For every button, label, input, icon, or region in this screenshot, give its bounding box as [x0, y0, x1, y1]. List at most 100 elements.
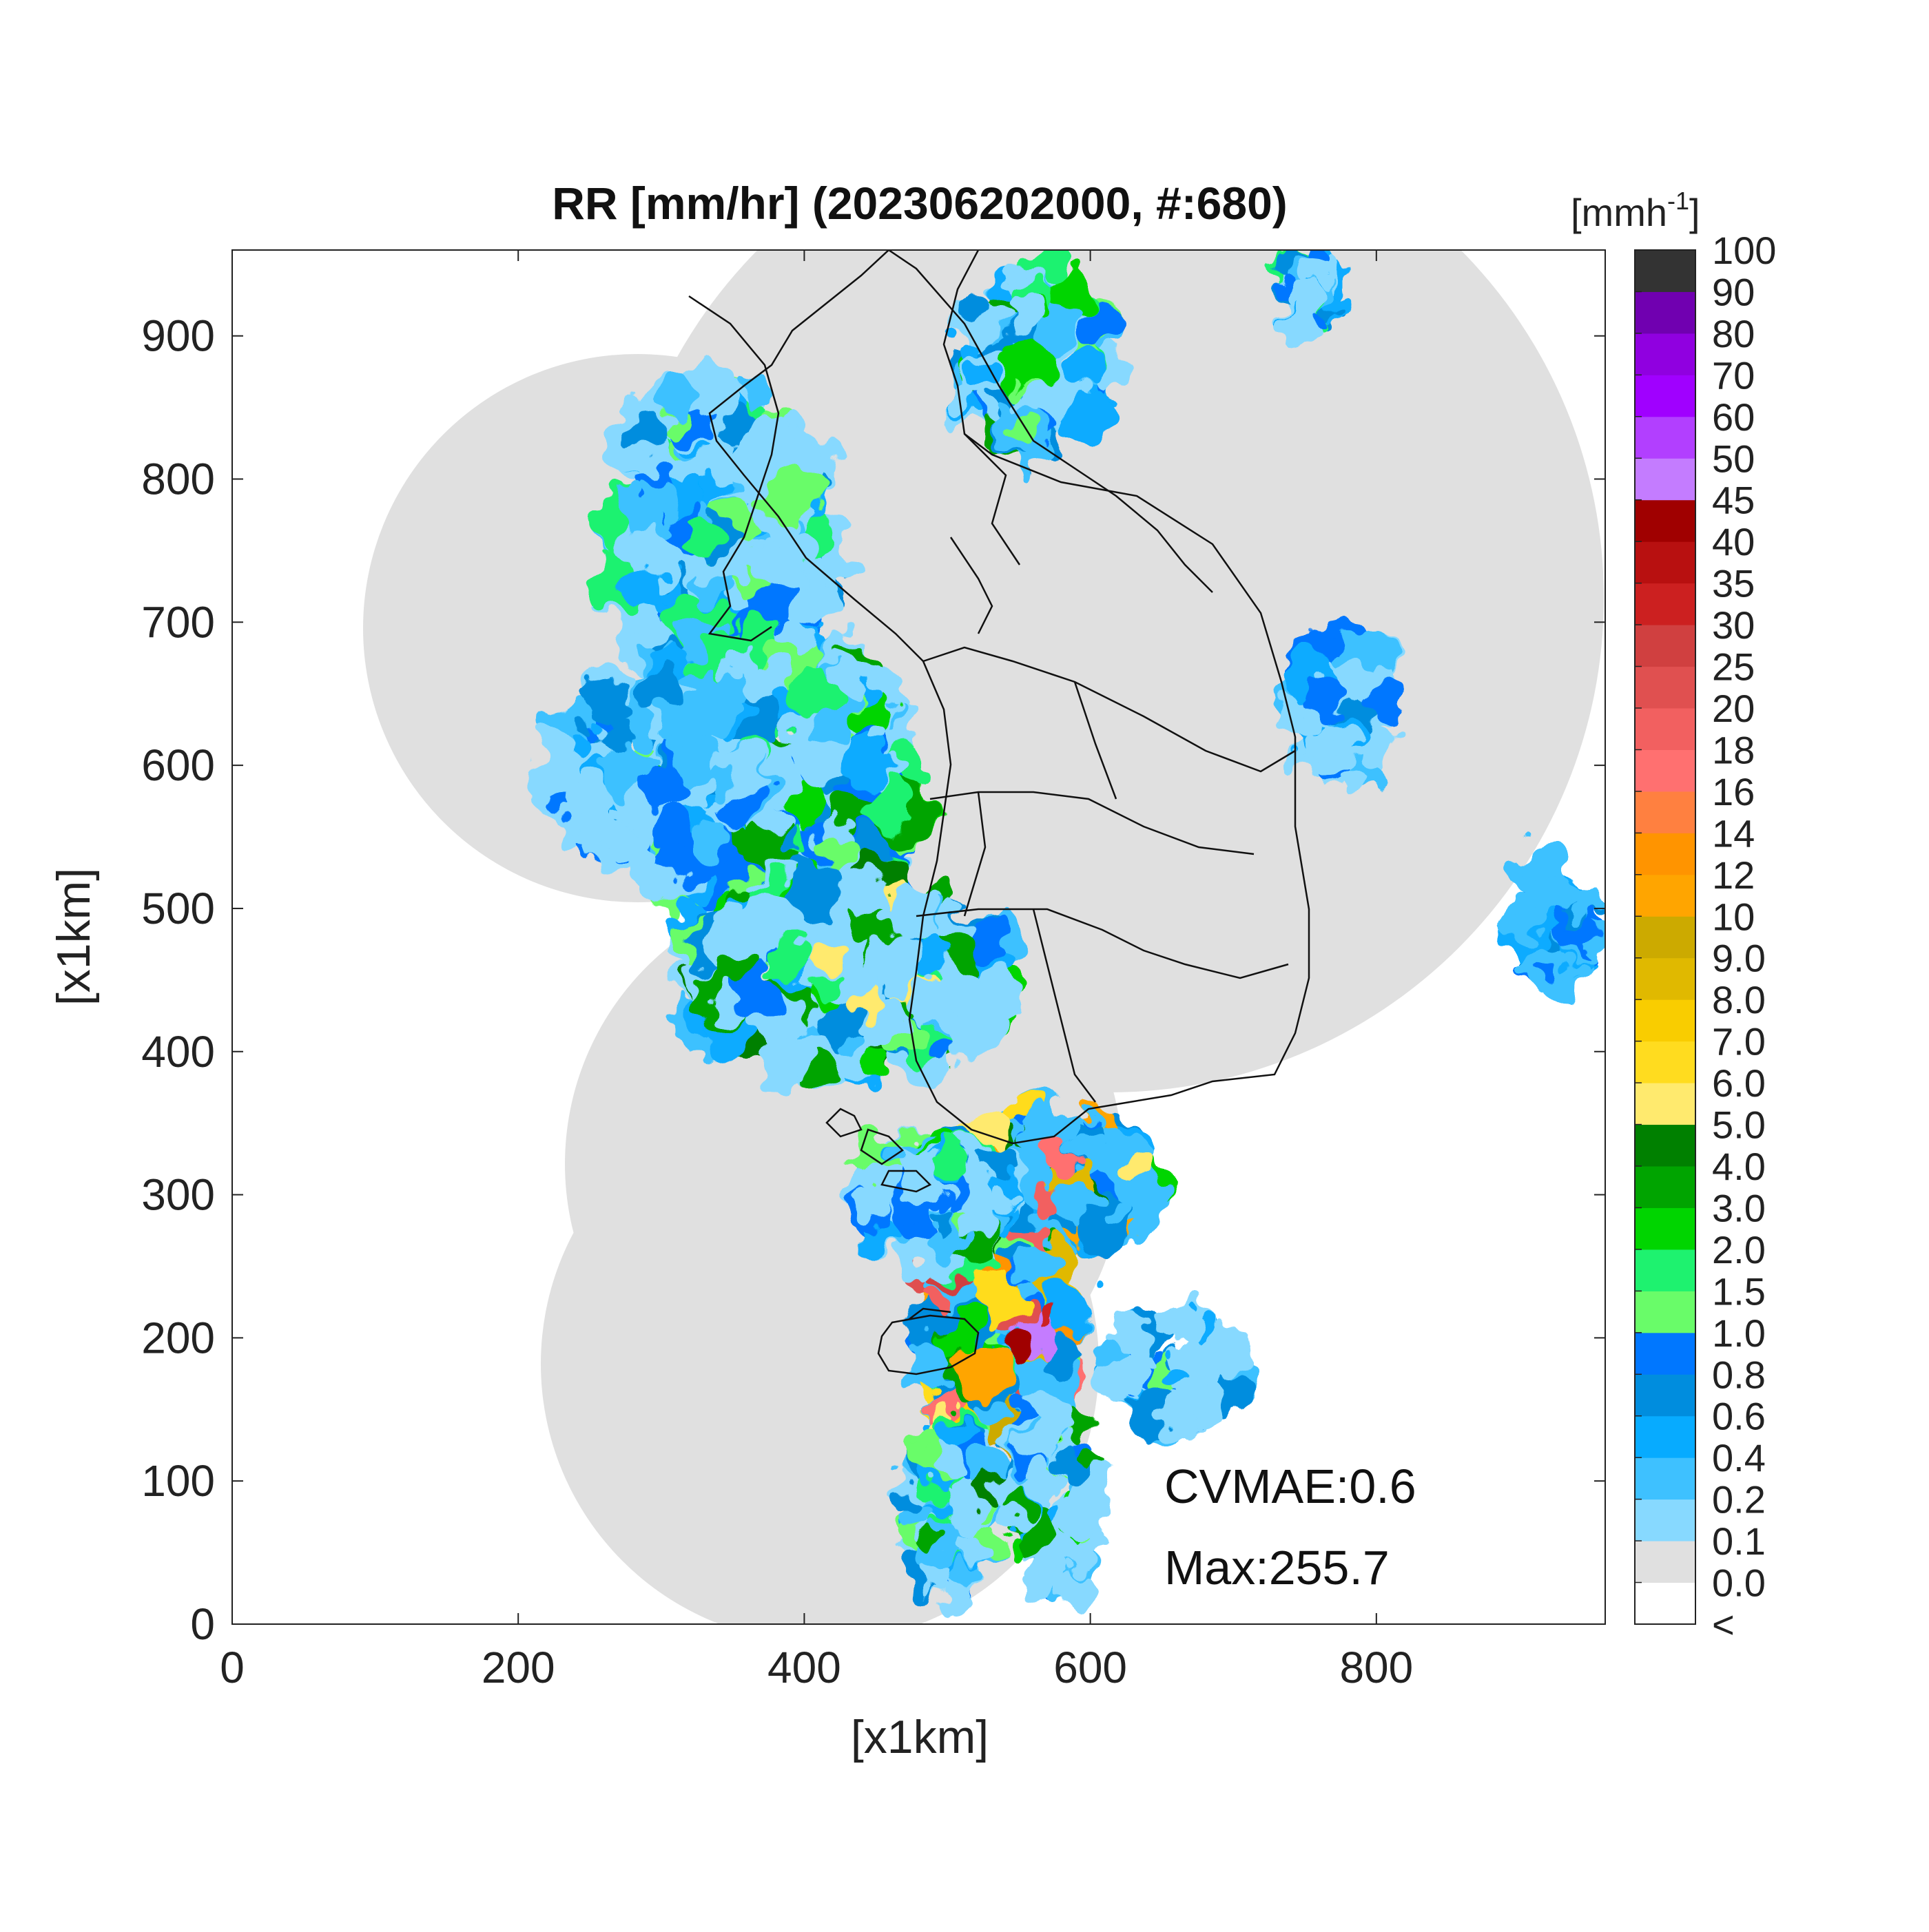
- rain-cell: [922, 967, 976, 1020]
- rain-cell: [914, 1530, 936, 1552]
- colorbar-label: 12: [1712, 853, 1755, 897]
- rain-cell: [1055, 1573, 1091, 1609]
- rain-cell: [911, 1440, 928, 1457]
- chart-title: RR [mm/hr] (202306202000, #:680): [552, 178, 1288, 229]
- colorbar-unit-base: [mmh: [1571, 191, 1667, 234]
- rain-cell: [740, 380, 767, 406]
- rain-cell: [835, 657, 876, 698]
- rain-cell: [979, 1405, 1002, 1428]
- colorbar-label: 16: [1712, 770, 1755, 813]
- colorbar-swatch: [1635, 499, 1695, 542]
- colorbar-swatch: [1635, 333, 1695, 375]
- rain-cell: [617, 489, 665, 537]
- rain-cell: [1341, 769, 1367, 795]
- rain-cell: [902, 1489, 922, 1509]
- colorbar-swatch: [1635, 375, 1695, 417]
- rain-cell: [650, 809, 693, 852]
- rain-cell: [686, 682, 739, 734]
- rain-cell: [1177, 1375, 1210, 1408]
- rain-cell: [1046, 1338, 1083, 1375]
- rain-cell: [943, 1498, 984, 1539]
- y-tick-label: 100: [141, 1456, 215, 1506]
- axes-border: [231, 249, 1606, 1625]
- rain-cell: [883, 885, 937, 939]
- colorbar-swatch: [1635, 1291, 1695, 1333]
- colorbar-swatch: [1635, 999, 1695, 1042]
- rain-core: [1035, 1300, 1060, 1325]
- colorbar-label: 60: [1712, 395, 1755, 439]
- rain-cell: [761, 515, 791, 544]
- rain-cell: [948, 1566, 973, 1591]
- colorbar-label: 0.6: [1712, 1395, 1766, 1438]
- rain-cell: [958, 292, 988, 322]
- y-tick-label: 600: [141, 740, 215, 790]
- rain-cell: [1002, 293, 1043, 335]
- colorbar-swatch: [1635, 1415, 1695, 1458]
- x-axis: 0 200 400 600 800: [220, 250, 1413, 1692]
- colorbar-label: 14: [1712, 811, 1755, 855]
- rain-cell: [643, 765, 688, 811]
- rain-cell: [716, 953, 753, 989]
- rain-cell: [680, 519, 717, 557]
- rain-cell: [1019, 1419, 1060, 1459]
- rain-cell: [865, 720, 887, 742]
- rain-cell: [1062, 392, 1114, 444]
- rain-cell: [1520, 937, 1566, 984]
- rain-cell: [1040, 1280, 1097, 1336]
- rain-cell: [936, 1441, 964, 1468]
- colorbar-swatch: [1635, 1207, 1695, 1250]
- rain-cell: [703, 365, 732, 393]
- rain-cell: [1013, 418, 1038, 444]
- rain-cell: [716, 545, 756, 585]
- rain-cell: [621, 567, 663, 609]
- colorbar-swatch: [1635, 1249, 1695, 1291]
- rain-cell: [1029, 1462, 1051, 1485]
- y-axis-label: [x1km]: [48, 868, 100, 1006]
- x-tick-label: 400: [767, 1643, 841, 1692]
- colorbar-label: 3.0: [1712, 1186, 1766, 1229]
- y-tick-label: 900: [141, 311, 215, 361]
- rain-cell: [788, 865, 845, 922]
- rain-cell: [856, 1184, 891, 1220]
- colorbar-label: 45: [1712, 479, 1755, 522]
- rain-cell: [1053, 1499, 1092, 1538]
- colorbar-label: 25: [1712, 645, 1755, 689]
- y-axis: 0 100 200 300 400 500 600 700 800 900: [141, 311, 1605, 1649]
- x-tick-label: 800: [1339, 1643, 1413, 1692]
- colorbar-label: 30: [1712, 603, 1755, 647]
- rain-cell: [734, 650, 760, 676]
- rain-core: [1004, 1335, 1035, 1365]
- rain-cell: [954, 1344, 1011, 1401]
- colorbar-label: 0.0: [1712, 1561, 1766, 1605]
- rain-cell: [570, 729, 597, 756]
- colorbar-label: 1.0: [1712, 1311, 1766, 1355]
- colorbar-swatch: [1635, 250, 1695, 292]
- rain-cell: [1022, 391, 1044, 413]
- rain-cell: [920, 1226, 956, 1263]
- rain-cell: [863, 782, 914, 832]
- rain-cell: [925, 1566, 951, 1591]
- x-tick-label: 600: [1053, 1643, 1127, 1692]
- rain-cell: [1104, 1309, 1151, 1355]
- rain-cell: [635, 667, 680, 711]
- colorbar-label: 0.4: [1712, 1436, 1766, 1479]
- colorbar-label: 2.0: [1712, 1228, 1766, 1271]
- rain-cell: [1018, 1512, 1059, 1552]
- colorbar-swatch: [1635, 458, 1695, 501]
- rain-cell: [950, 1529, 982, 1561]
- rain-cell: [1068, 344, 1106, 382]
- rain-core: [1031, 1185, 1064, 1218]
- colorbar-label: 90: [1712, 270, 1755, 313]
- rain-cell: [530, 750, 579, 799]
- rain-cell: [1163, 1304, 1199, 1340]
- colorbar-label: 18: [1712, 728, 1755, 771]
- colorbar-swatch: [1635, 874, 1695, 917]
- rain-cell: [692, 821, 728, 857]
- colorbar-swatch: [1635, 1166, 1695, 1208]
- rain-core: [1046, 1142, 1076, 1172]
- colorbar-label: 0.1: [1712, 1519, 1766, 1563]
- y-tick-label: 500: [141, 884, 215, 933]
- colorbar-swatch: [1635, 749, 1695, 792]
- rain-cell: [1298, 256, 1325, 283]
- colorbar-border: [1634, 249, 1696, 1625]
